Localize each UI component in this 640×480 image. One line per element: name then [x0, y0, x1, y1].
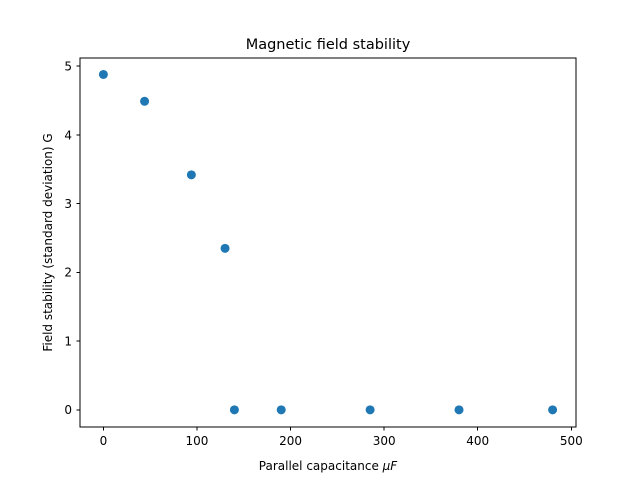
data-point [220, 243, 230, 253]
y-tick-label: 1 [64, 334, 72, 348]
x-tick-label: 300 [373, 434, 396, 448]
y-tick-label: 0 [64, 403, 72, 417]
x-tick-label: 0 [100, 434, 108, 448]
x-tick-label: 100 [186, 434, 209, 448]
data-point [276, 405, 286, 415]
data-point [140, 96, 150, 106]
data-point [548, 405, 558, 415]
x-axis-title-text: Parallel capacitance [259, 459, 383, 473]
data-point [98, 69, 108, 79]
data-point [454, 405, 464, 415]
ticks-layer: 0 100 200 300 400 500 0 1 2 3 4 5 [64, 60, 582, 448]
y-tick-label: 4 [64, 128, 72, 142]
y-tick-label: 2 [64, 266, 72, 280]
data-point [229, 405, 239, 415]
y-tick-label: 3 [64, 197, 72, 211]
plot-frame [79, 57, 577, 428]
data-point [186, 170, 196, 180]
x-tick-label: 400 [466, 434, 489, 448]
x-tick-label: 500 [560, 434, 583, 448]
data-point [365, 405, 375, 415]
points-layer [98, 69, 558, 415]
y-axis-title: Field stability (standard deviation) G [41, 133, 55, 351]
chart-title: Magnetic field stability [246, 37, 411, 53]
x-tick-label: 200 [279, 434, 302, 448]
y-tick-label: 5 [64, 60, 72, 74]
x-axis-title: Parallel capacitance μF [259, 459, 398, 473]
x-axis-title-unit: μF [382, 459, 399, 473]
